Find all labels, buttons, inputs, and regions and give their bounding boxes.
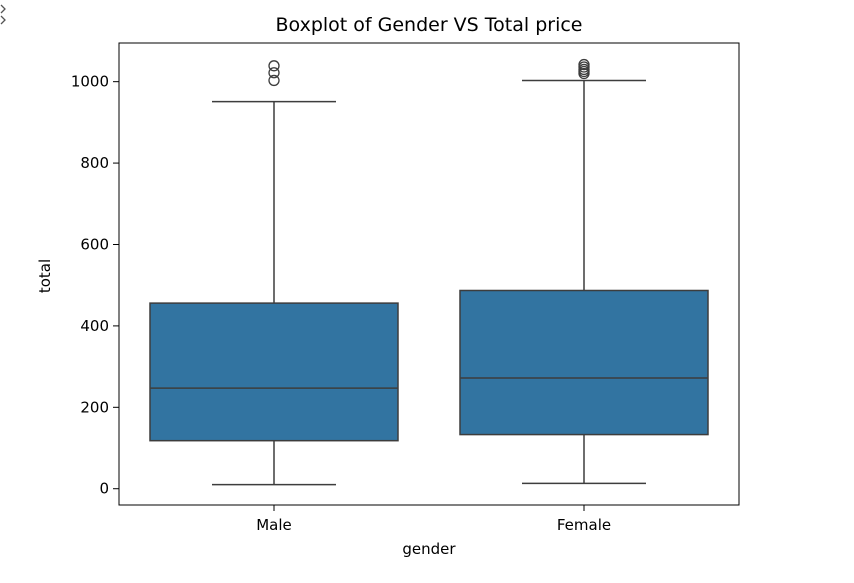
y-axis-label: total bbox=[36, 259, 54, 293]
box-group-male bbox=[149, 60, 399, 486]
outlier-point bbox=[268, 60, 280, 72]
y-tick-label: 800 bbox=[80, 154, 109, 172]
y-tick-label: 400 bbox=[80, 317, 109, 335]
box-iqr bbox=[459, 289, 709, 436]
x-tick-label: Female bbox=[557, 516, 611, 534]
outlier-point bbox=[578, 58, 590, 71]
y-tick-label: 0 bbox=[99, 480, 109, 498]
y-tick-label: 600 bbox=[80, 235, 109, 253]
chart-title: Boxplot of Gender VS Total price bbox=[276, 14, 583, 36]
boxes-layer bbox=[149, 58, 709, 486]
y-tick-label: 200 bbox=[80, 398, 109, 416]
y-tick-label: 1000 bbox=[71, 73, 109, 91]
y-axis: 0 200 400 600 800 1000 bbox=[71, 73, 119, 498]
outlier-point bbox=[268, 74, 280, 87]
box-group-female bbox=[459, 58, 709, 485]
outlier-point bbox=[268, 67, 280, 79]
x-axis: Male Female bbox=[256, 505, 611, 534]
box-iqr bbox=[149, 302, 399, 442]
plot-frame bbox=[118, 42, 740, 506]
x-axis-label: gender bbox=[402, 540, 456, 558]
output-expand-icon[interactable] bbox=[0, 3, 14, 25]
x-tick-label: Male bbox=[256, 516, 292, 534]
